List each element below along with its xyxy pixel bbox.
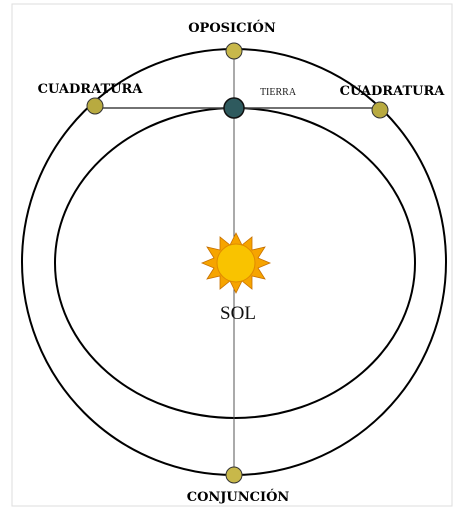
- label-opposition: OPOSICIÓN: [188, 19, 276, 36]
- label-sun: SOL: [220, 303, 256, 324]
- label-earth: TIERRA: [260, 87, 297, 98]
- planet-quadrature-left: [86, 97, 104, 115]
- earth: [223, 97, 245, 119]
- label-conjunction: CONJUNCIÓN: [187, 488, 290, 505]
- planet-quadrature-right: [371, 101, 389, 119]
- sun-disk: [216, 243, 256, 283]
- planet-conjunction: [225, 466, 243, 484]
- sun: [200, 232, 272, 294]
- frame: [11, 3, 453, 507]
- planet-opposition: [225, 42, 243, 60]
- label-quadrature-left: CUADRATURA: [38, 82, 144, 97]
- label-quadrature-right: CUADRATURA: [340, 84, 446, 99]
